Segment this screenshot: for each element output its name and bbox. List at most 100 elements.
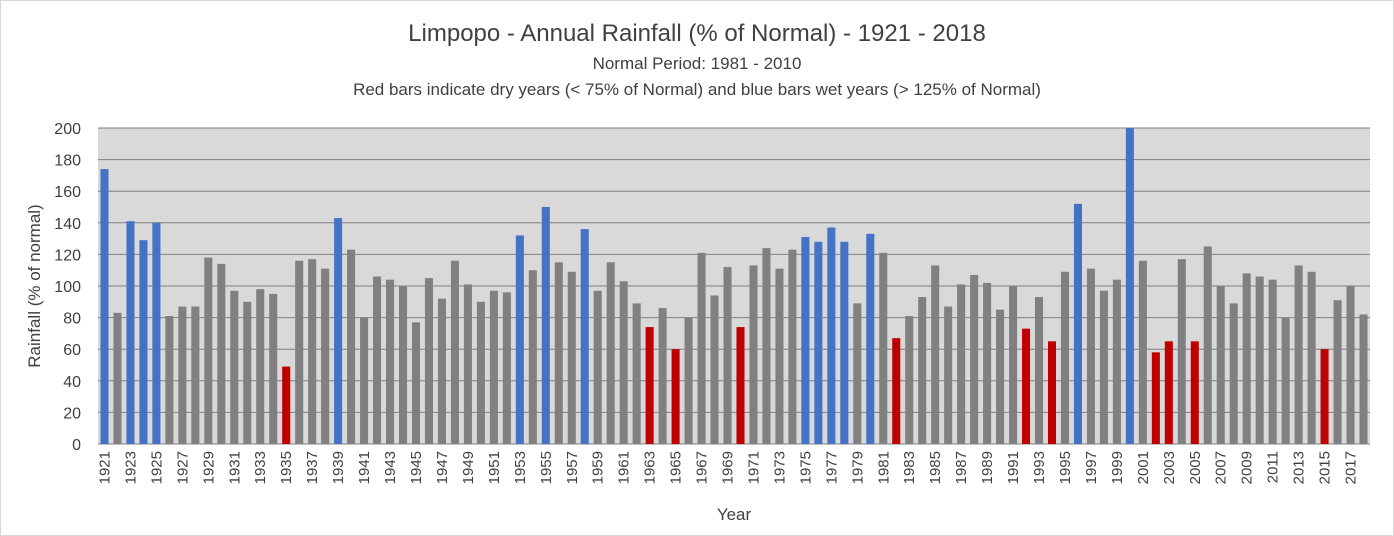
bar-1992 bbox=[1022, 328, 1031, 444]
x-tick-label-1935: 1935 bbox=[278, 451, 295, 484]
x-tick-label-1997: 1997 bbox=[1083, 451, 1100, 484]
x-tick-label-1939: 1939 bbox=[330, 451, 347, 484]
y-tick-label-60: 60 bbox=[63, 342, 81, 359]
bar-1995 bbox=[1060, 271, 1070, 444]
bar-1933 bbox=[256, 289, 265, 444]
bar-2005 bbox=[1190, 341, 1199, 444]
y-tick-label-80: 80 bbox=[63, 311, 81, 328]
bar-1951 bbox=[489, 290, 498, 444]
y-tick-label-20: 20 bbox=[63, 405, 81, 422]
bars bbox=[100, 128, 1368, 444]
bar-1962 bbox=[632, 303, 641, 444]
x-tick-label-1977: 1977 bbox=[823, 451, 840, 484]
bar-1956 bbox=[554, 262, 563, 444]
x-tick-label-1969: 1969 bbox=[720, 451, 737, 484]
x-tick-label-1947: 1947 bbox=[434, 451, 451, 484]
bar-1935 bbox=[282, 366, 291, 444]
bar-1982 bbox=[892, 338, 901, 444]
x-tick-label-1929: 1929 bbox=[200, 451, 217, 484]
bar-1970 bbox=[736, 327, 745, 444]
x-tick-label-1931: 1931 bbox=[226, 451, 243, 484]
x-tick-label-1955: 1955 bbox=[538, 451, 555, 484]
x-tick-label-1999: 1999 bbox=[1109, 451, 1126, 484]
x-tick-label-1945: 1945 bbox=[408, 451, 425, 484]
bar-1946 bbox=[424, 278, 434, 444]
y-tick-label-180: 180 bbox=[54, 153, 81, 170]
bar-1996 bbox=[1073, 203, 1082, 444]
x-tick-label-1987: 1987 bbox=[953, 451, 970, 484]
bar-1975 bbox=[801, 237, 810, 444]
bar-2014 bbox=[1307, 271, 1316, 444]
bar-1965 bbox=[671, 349, 680, 444]
x-tick-label-1927: 1927 bbox=[174, 451, 191, 484]
bar-1923 bbox=[126, 221, 135, 444]
y-tick-label-140: 140 bbox=[54, 216, 81, 233]
x-tick-label-1971: 1971 bbox=[745, 451, 762, 484]
bar-1977 bbox=[827, 227, 836, 444]
x-tick-label-1989: 1989 bbox=[979, 451, 996, 484]
x-tick-label-1949: 1949 bbox=[460, 451, 477, 484]
x-tick-label-1923: 1923 bbox=[122, 451, 139, 484]
x-tick-label-2015: 2015 bbox=[1317, 451, 1334, 484]
x-tick-label-1981: 1981 bbox=[875, 451, 892, 484]
bar-1932 bbox=[243, 301, 252, 444]
x-tick-label-1925: 1925 bbox=[148, 451, 165, 484]
bar-2007 bbox=[1216, 286, 1225, 444]
bar-1921 bbox=[100, 169, 109, 444]
bar-1983 bbox=[905, 316, 914, 444]
bar-1950 bbox=[476, 301, 485, 444]
x-tick-label-2005: 2005 bbox=[1187, 451, 1204, 484]
x-tick-label-1921: 1921 bbox=[96, 451, 113, 484]
bar-1976 bbox=[814, 241, 823, 444]
x-tick-label-1993: 1993 bbox=[1031, 451, 1048, 484]
bar-1969 bbox=[723, 267, 732, 444]
x-tick-label-1963: 1963 bbox=[642, 451, 659, 484]
bar-2006 bbox=[1203, 246, 1212, 444]
bar-1960 bbox=[606, 262, 615, 444]
x-axis-ticks: 1921 1923 1925 1927 1929 1931 1933 1935 1937 1939… bbox=[96, 451, 1359, 484]
bar-1926 bbox=[165, 316, 174, 444]
bar-2017 bbox=[1346, 286, 1355, 444]
x-tick-label-1951: 1951 bbox=[486, 451, 503, 484]
bar-1986 bbox=[944, 306, 953, 444]
bar-2000 bbox=[1125, 128, 1134, 444]
bar-1954 bbox=[528, 270, 537, 444]
bar-1947 bbox=[437, 298, 446, 444]
chart-title: Limpopo - Annual Rainfall (% of Normal) … bbox=[408, 20, 986, 47]
x-tick-label-1959: 1959 bbox=[590, 451, 607, 484]
bar-1988 bbox=[970, 274, 979, 444]
bar-1966 bbox=[684, 317, 693, 444]
bar-1958 bbox=[580, 229, 589, 444]
x-tick-label-1975: 1975 bbox=[797, 451, 814, 484]
bar-1985 bbox=[931, 265, 940, 444]
bar-1974 bbox=[788, 249, 797, 444]
bar-1990 bbox=[996, 309, 1005, 444]
bar-2015 bbox=[1320, 349, 1329, 444]
bar-1942 bbox=[373, 276, 382, 444]
bar-1928 bbox=[191, 306, 200, 444]
bar-1972 bbox=[762, 248, 771, 444]
x-tick-label-1961: 1961 bbox=[616, 451, 633, 484]
y-axis-ticks: 0 20 40 60 80 100 120 140 160 180 200 bbox=[54, 121, 81, 454]
x-tick-label-2007: 2007 bbox=[1213, 451, 1230, 484]
bar-2003 bbox=[1164, 341, 1173, 444]
bar-1957 bbox=[567, 271, 576, 444]
x-tick-label-2011: 2011 bbox=[1265, 451, 1282, 483]
bar-2013 bbox=[1294, 265, 1303, 444]
bar-2018 bbox=[1359, 314, 1368, 444]
bar-1948 bbox=[450, 260, 459, 444]
bar-1959 bbox=[593, 290, 602, 444]
chart-subtitle: Normal Period: 1981 - 2010 bbox=[592, 54, 802, 73]
bar-2002 bbox=[1151, 352, 1160, 444]
bar-1991 bbox=[1009, 286, 1018, 444]
x-tick-label-1953: 1953 bbox=[512, 451, 529, 484]
x-axis-label: Year bbox=[717, 505, 752, 524]
x-tick-label-2013: 2013 bbox=[1291, 451, 1308, 484]
x-tick-label-2009: 2009 bbox=[1239, 451, 1256, 484]
x-tick-label-1973: 1973 bbox=[771, 451, 788, 484]
x-tick-label-1985: 1985 bbox=[927, 451, 944, 484]
bar-1943 bbox=[386, 279, 395, 444]
bar-1937 bbox=[308, 259, 317, 444]
bar-1952 bbox=[502, 292, 511, 444]
x-tick-label-1991: 1991 bbox=[1005, 451, 1022, 484]
